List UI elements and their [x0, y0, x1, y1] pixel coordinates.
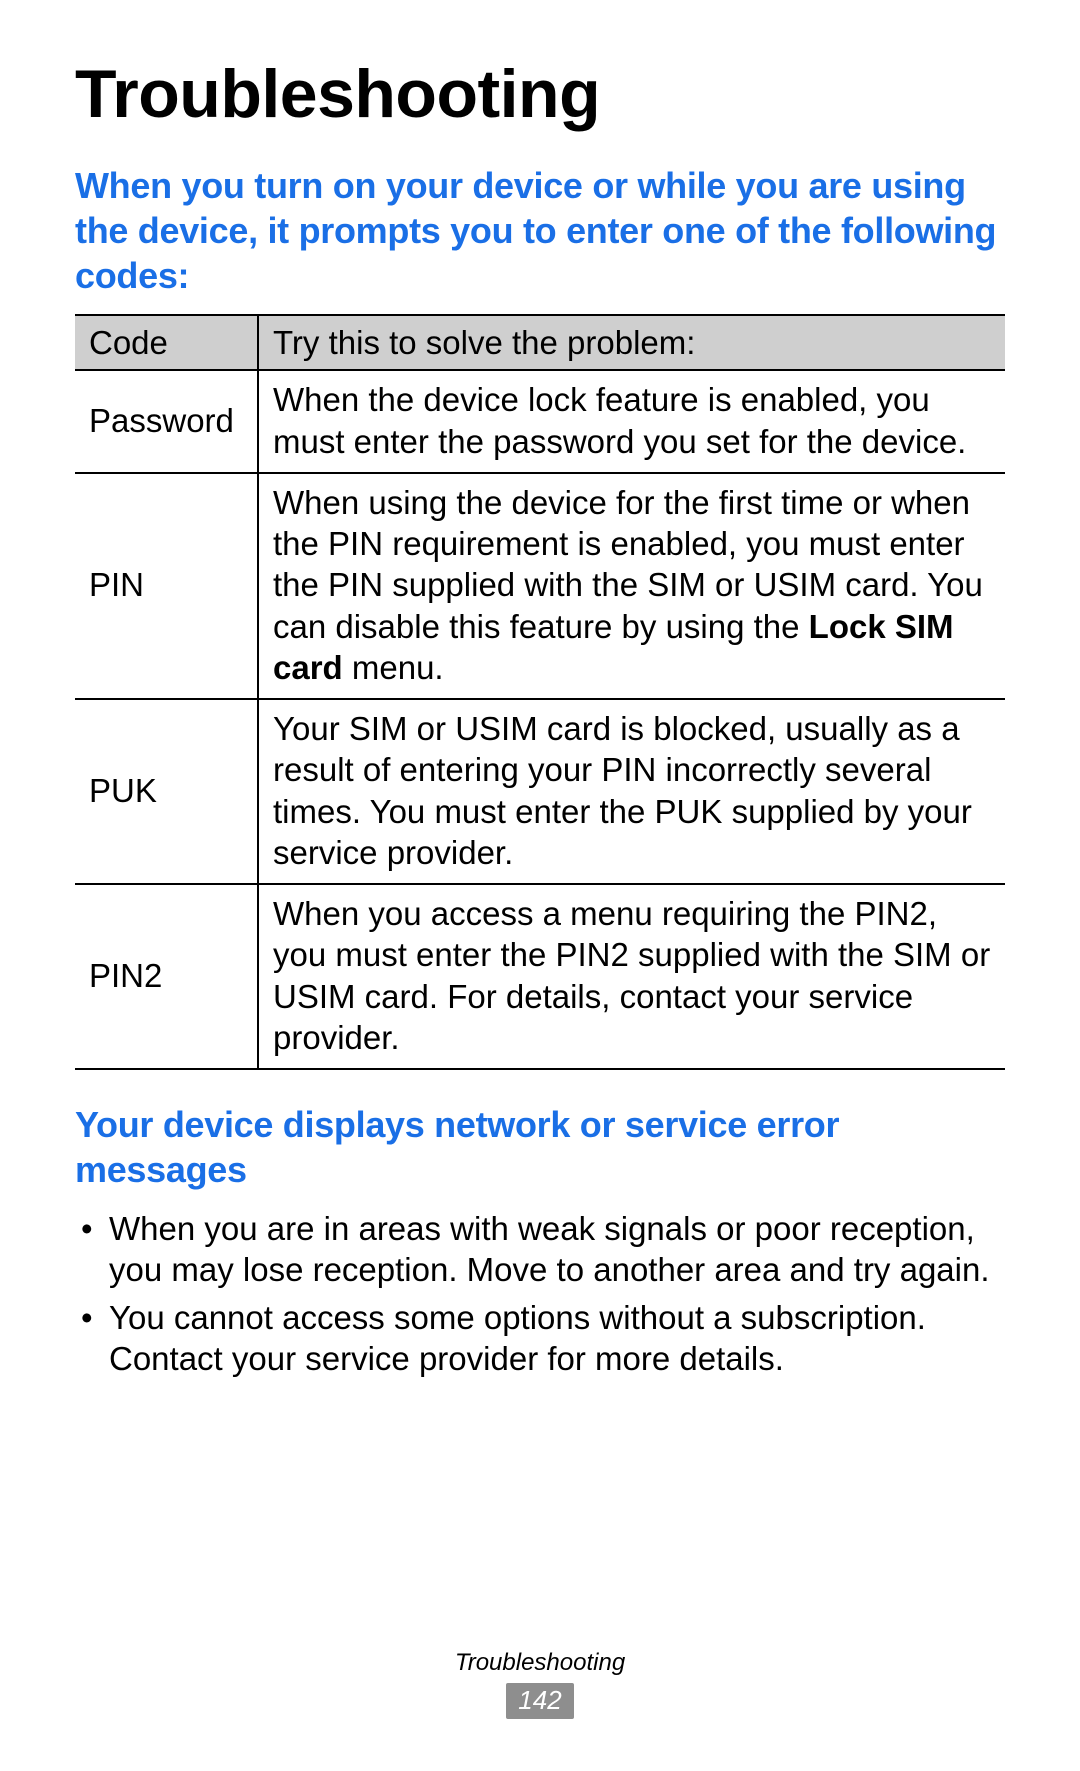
table-cell-solution: When the device lock feature is enabled,…: [258, 370, 1005, 473]
table-cell-code: PIN: [75, 473, 258, 699]
table-header-row: Code Try this to solve the problem:: [75, 315, 1005, 370]
list-item: You cannot access some options without a…: [81, 1297, 1005, 1380]
section-heading-network: Your device displays network or service …: [75, 1102, 1005, 1192]
document-page: Troubleshooting When you turn on your de…: [0, 0, 1080, 1771]
table-header-solution: Try this to solve the problem:: [258, 315, 1005, 370]
page-footer: Troubleshooting 142: [0, 1649, 1080, 1719]
table-row: PIN When using the device for the first …: [75, 473, 1005, 699]
footer-section-label: Troubleshooting: [0, 1649, 1080, 1677]
table-row: Password When the device lock feature is…: [75, 370, 1005, 473]
table-row: PIN2 When you access a menu requiring th…: [75, 884, 1005, 1069]
list-item: When you are in areas with weak signals …: [81, 1208, 1005, 1291]
table-cell-code: PUK: [75, 699, 258, 884]
section-heading-codes: When you turn on your device or while yo…: [75, 163, 1005, 298]
page-title: Troubleshooting: [75, 55, 1005, 133]
table-header-code: Code: [75, 315, 258, 370]
bullet-list: When you are in areas with weak signals …: [75, 1208, 1005, 1379]
table-cell-solution: When you access a menu requiring the PIN…: [258, 884, 1005, 1069]
page-number-badge: 142: [506, 1683, 573, 1719]
table-cell-code: Password: [75, 370, 258, 473]
solution-text-post: menu.: [343, 649, 444, 686]
table-cell-solution: When using the device for the first time…: [258, 473, 1005, 699]
table-cell-code: PIN2: [75, 884, 258, 1069]
codes-table: Code Try this to solve the problem: Pass…: [75, 314, 1005, 1070]
table-row: PUK Your SIM or USIM card is blocked, us…: [75, 699, 1005, 884]
table-cell-solution: Your SIM or USIM card is blocked, usuall…: [258, 699, 1005, 884]
